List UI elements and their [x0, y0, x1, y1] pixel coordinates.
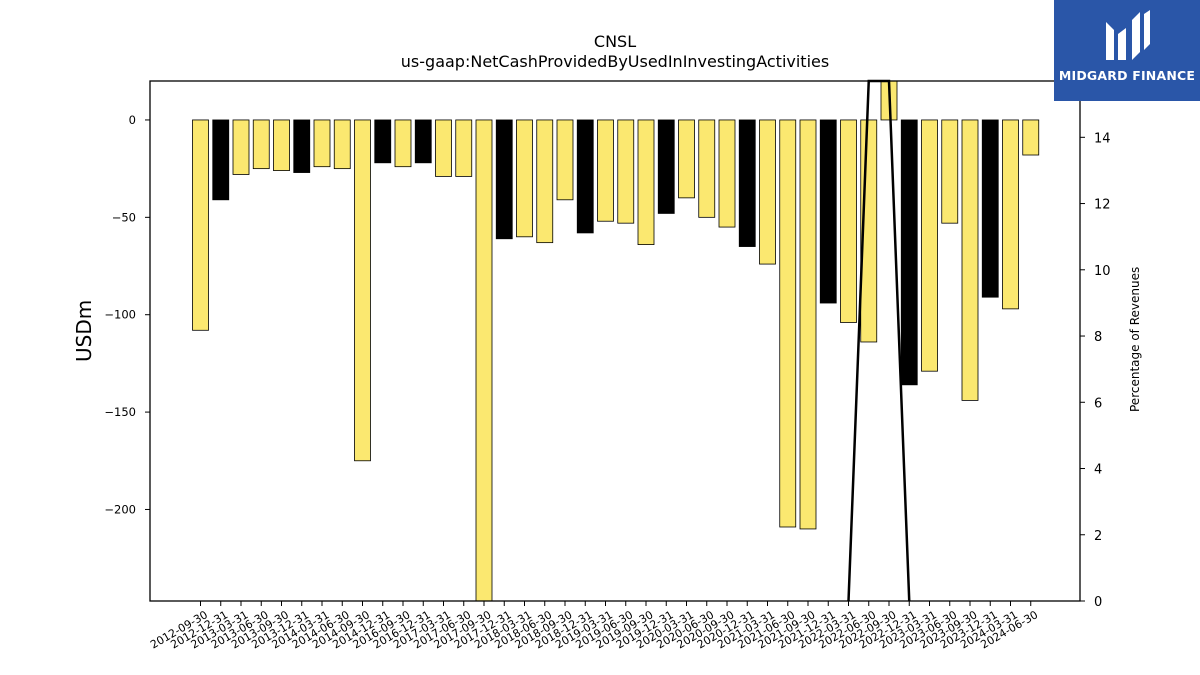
bar-2021-03-31 — [759, 119, 776, 265]
bar-2012-12-31 — [212, 119, 230, 201]
bar-2018-03-31 — [516, 119, 533, 238]
y-tick-label: 0 — [129, 113, 136, 127]
bar-2012-09-30 — [192, 119, 209, 331]
y2-tick-label: 0 — [1094, 595, 1102, 610]
logo-text: MIDGARD FINANCE — [1058, 68, 1196, 83]
bar-2021-06-30 — [779, 119, 797, 528]
bar-2016-12-31 — [414, 119, 432, 164]
bar-2013-06-30 — [252, 119, 270, 170]
chart-subtitle: us-gaap:NetCashProvidedByUsedInInvesting… — [400, 52, 830, 71]
bar-2017-03-31 — [435, 119, 452, 177]
bar-2024-03-31 — [1002, 119, 1019, 310]
ratio-line-layer — [847, 79, 911, 602]
bar-2019-03-31 — [597, 119, 614, 222]
bar-2021-12-31 — [819, 119, 837, 304]
y-axis-label-left: USDm — [72, 299, 96, 362]
midgard-finance-logo: MIDGARD FINANCE — [1054, 0, 1200, 101]
y-tick-label: −150 — [104, 405, 136, 419]
y2-tick-label: 14 — [1094, 131, 1111, 146]
bar-2014-12-31 — [374, 119, 392, 164]
bar-2019-12-31 — [657, 119, 675, 214]
ratio-line — [847, 79, 911, 602]
bar-2024-06-30 — [1022, 119, 1040, 156]
bar-2020-06-30 — [698, 119, 716, 218]
midgard-logo-icon — [1106, 10, 1150, 60]
bar-2019-06-30 — [617, 119, 635, 224]
bar-2018-12-31 — [576, 119, 594, 234]
bar-2019-09-30 — [637, 119, 655, 245]
bar-2020-12-31 — [738, 119, 756, 247]
bar-2013-03-31 — [232, 119, 250, 175]
y2-tick-label: 6 — [1094, 396, 1102, 411]
bar-2023-12-31 — [981, 119, 999, 298]
y2-tick-label: 10 — [1094, 264, 1111, 279]
bar-2023-03-31 — [921, 119, 938, 372]
plot-frame — [149, 80, 1081, 602]
y-axis-right: 0 2 4 6 8 10 12 14 — [1080, 131, 1111, 610]
bar-2017-12-31 — [495, 119, 513, 240]
y-tick-label: −100 — [104, 308, 136, 322]
y-tick-label: −50 — [112, 210, 136, 224]
bar-2014-06-30 — [333, 119, 351, 170]
bar-2023-09-30 — [961, 119, 979, 401]
bar-2018-06-30 — [536, 119, 554, 244]
bar-2013-09-30 — [273, 119, 290, 171]
y2-tick-label: 12 — [1094, 198, 1111, 213]
y-tick-label: −200 — [104, 502, 136, 516]
bar-2017-09-30 — [475, 119, 493, 602]
bars-layer — [192, 80, 1040, 602]
bar-2018-09-30 — [556, 119, 574, 201]
bar-2013-12-31 — [293, 119, 311, 173]
bar-2023-06-30 — [941, 119, 959, 224]
bar-2021-09-30 — [799, 119, 817, 530]
bar-2016-09-30 — [394, 119, 412, 168]
y-axis-left: 0 −50 −100 −150 −200 — [104, 113, 150, 516]
chart-title: CNSL — [593, 32, 637, 51]
y2-tick-label: 8 — [1094, 330, 1102, 345]
bar-2014-03-31 — [313, 119, 331, 168]
bar-2014-09-30 — [354, 119, 371, 462]
bar-2020-03-31 — [678, 119, 695, 199]
bar-2020-09-30 — [718, 119, 736, 228]
bar-2017-06-30 — [455, 119, 473, 177]
y-axis-label-right: Percentage of Revenues — [1128, 266, 1142, 412]
y2-tick-label: 4 — [1094, 463, 1102, 478]
x-axis: 2012-09-302012-12-312013-03-312013-06-30… — [148, 601, 1040, 651]
bar-2022-12-31 — [900, 119, 918, 386]
bar-2022-03-31 — [840, 119, 857, 323]
y2-tick-label: 2 — [1094, 529, 1102, 544]
